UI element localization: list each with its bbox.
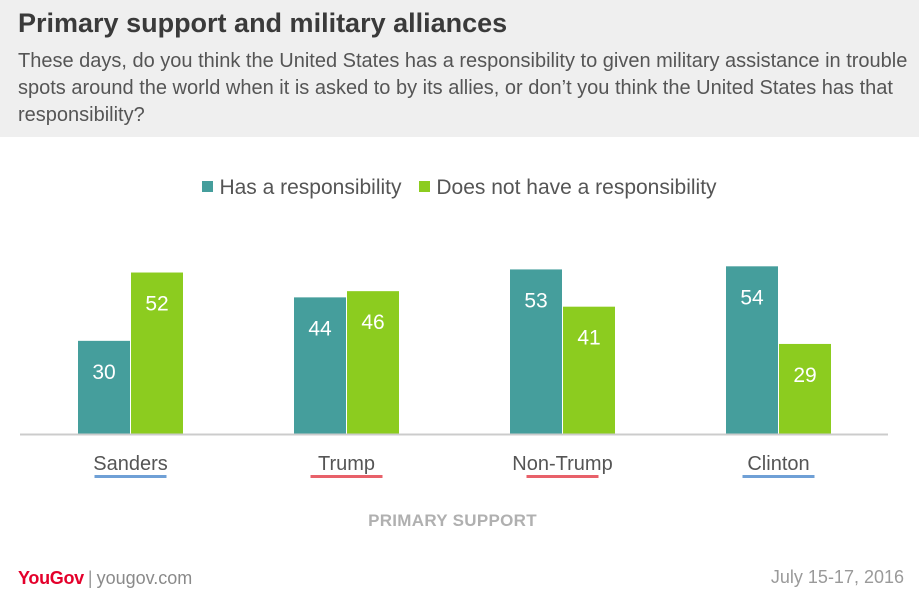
footer-branding: YouGov | yougov.com (18, 568, 192, 589)
x-axis-title: PRIMARY SUPPORT (368, 511, 537, 530)
legend-swatch-teal (202, 181, 214, 192)
bar-clinton-series-1 (779, 343, 831, 434)
x-tick-underline (94, 475, 167, 478)
bar-non-trump-series-0 (510, 269, 562, 434)
legend-label: Has a responsibility (219, 176, 402, 199)
yougov-logo: YouGov (18, 568, 84, 588)
legend-swatch-green (419, 181, 431, 192)
x-tick-underline (742, 475, 815, 478)
bar-clinton-series-0 (726, 266, 778, 434)
x-tick-label: Trump (318, 453, 375, 475)
x-tick-underline (526, 475, 599, 478)
legend-label: Does not have a responsibility (436, 176, 717, 199)
footer-site: yougov.com (96, 568, 193, 588)
header-band: Primary support and military alliances T… (0, 0, 919, 137)
legend: Has a responsibility Does not have a res… (0, 176, 919, 200)
footer-separator: | (87, 568, 93, 588)
bar-trump-series-1 (347, 291, 399, 434)
bar-data-label: 54 (740, 286, 764, 309)
bar-data-label: 30 (92, 361, 115, 384)
x-tick-underline (310, 475, 383, 478)
chart-title: Primary support and military alliances (18, 8, 508, 38)
bar-trump-series-0 (294, 297, 346, 434)
x-tick-label: Sanders (93, 453, 168, 475)
legend-item-has-responsibility: Has a responsibility (202, 176, 402, 200)
bar-data-label: 46 (361, 311, 384, 334)
bar-non-trump-series-1 (563, 306, 615, 434)
footer-date: July 15-17, 2016 (770, 567, 904, 587)
bar-sanders-series-1 (131, 272, 183, 434)
bar-data-label: 53 (524, 289, 547, 312)
bar-data-label: 52 (145, 293, 168, 316)
bar-data-label: 29 (793, 364, 816, 387)
bar-sanders-series-0 (78, 340, 130, 434)
x-tick-label: Non-Trump (512, 453, 612, 475)
bar-data-label: 41 (577, 327, 600, 350)
survey-question: These days, do you think the United Stat… (18, 50, 908, 126)
x-tick-label: Clinton (747, 453, 809, 475)
legend-item-no-responsibility: Does not have a responsibility (419, 176, 717, 200)
bar-data-label: 44 (308, 317, 332, 340)
